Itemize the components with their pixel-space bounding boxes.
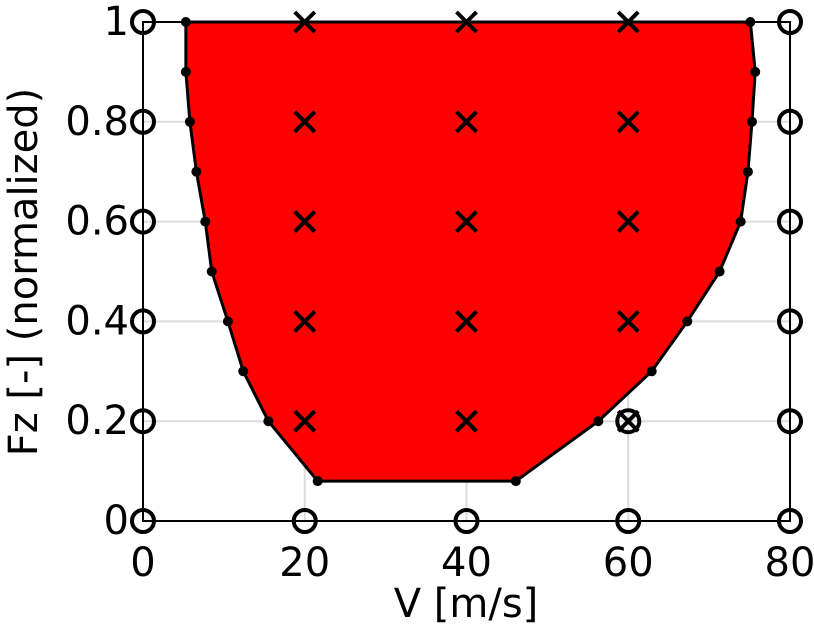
y-tick-label: 0	[104, 498, 129, 544]
x-tick-label: 80	[765, 540, 814, 586]
vertex-dot	[714, 266, 725, 277]
cross-marker	[455, 309, 478, 333]
vertex-dot	[750, 66, 761, 77]
vertex-dot	[200, 216, 211, 227]
cross-marker	[616, 409, 640, 433]
cross-marker	[616, 110, 640, 134]
circle-marker	[615, 408, 642, 435]
x-tick-label: 60	[603, 540, 654, 586]
cross-marker	[455, 210, 478, 234]
cross-marker	[616, 210, 640, 234]
vertex-dot	[735, 216, 746, 227]
y-tick-label: 0.2	[65, 398, 129, 444]
y-axis-label: Fz [-] (normalized)	[1, 88, 47, 457]
vertex-dot	[263, 416, 274, 427]
vertex-dot	[510, 476, 521, 487]
cross-marker	[293, 409, 317, 433]
x-tick-label: 0	[130, 540, 155, 586]
vertex-dot	[238, 366, 249, 377]
vertex-dot	[646, 366, 657, 377]
vertex-dot	[206, 266, 217, 277]
cross-marker	[616, 309, 640, 333]
cross-marker	[293, 309, 317, 333]
y-tick-label: 0.8	[65, 99, 129, 145]
x-tick-label: 40	[441, 540, 492, 586]
x-axis-label: V [m/s]	[394, 581, 539, 627]
cross-marker	[293, 210, 317, 234]
cross-marker	[293, 110, 317, 134]
cross-marker	[455, 409, 478, 433]
vertex-dot	[742, 166, 753, 177]
vertex-dot	[593, 416, 604, 427]
region	[184, 20, 757, 483]
vertex-dot	[184, 116, 195, 127]
y-tick-label: 0.4	[65, 298, 129, 344]
vertex-dot	[312, 476, 323, 487]
x-tick-label: 20	[279, 540, 330, 586]
y-tick-label: 1	[104, 0, 129, 45]
vertex-dot	[180, 66, 191, 77]
vertex-dot	[682, 316, 693, 327]
y-tick-label: 0.6	[65, 199, 129, 245]
vertex-dot	[746, 116, 757, 127]
cross-marker	[455, 110, 478, 134]
plot-frame	[142, 21, 791, 522]
vertex-dot	[191, 166, 202, 177]
vertex-dot	[222, 316, 233, 327]
